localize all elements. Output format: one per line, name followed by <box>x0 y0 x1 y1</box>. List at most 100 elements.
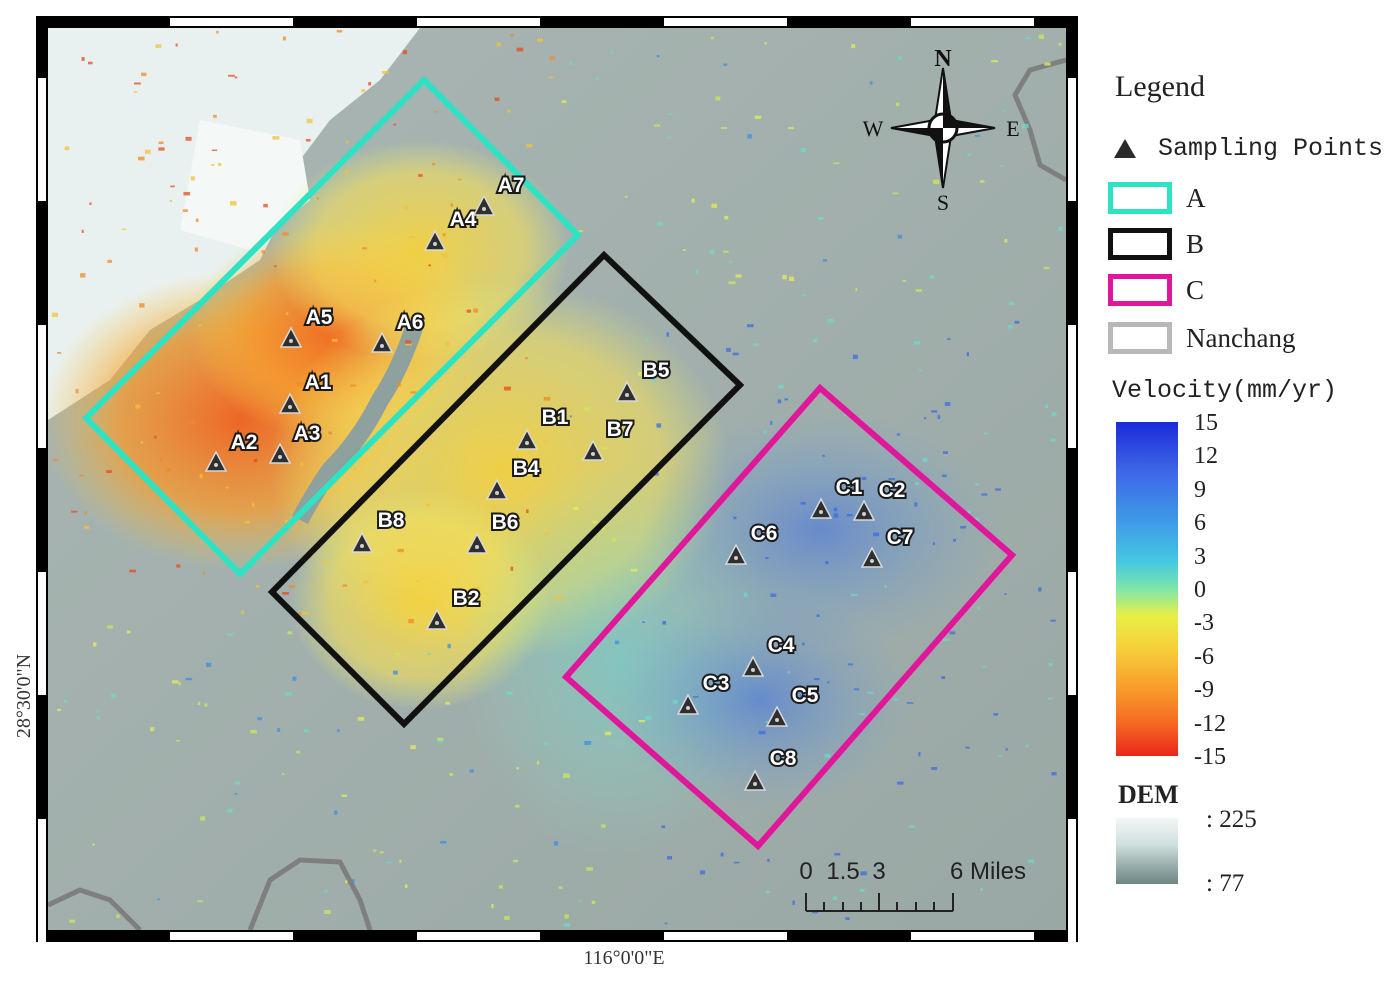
sampling-point-label: B8 <box>378 509 405 532</box>
sampling-point-label: B5 <box>643 359 670 382</box>
dem-colorbar <box>1116 818 1178 884</box>
sampling-point-dot <box>475 545 479 549</box>
compass-e: E <box>1006 116 1019 141</box>
sampling-point-dot <box>591 452 595 456</box>
legend-item-b: B <box>1108 222 1204 266</box>
sampling-point-dot <box>435 621 439 625</box>
compass-rose: N S W E <box>863 46 1020 215</box>
sampling-point-dot <box>288 405 292 409</box>
swatch-a <box>1108 182 1172 214</box>
sampling-point-marker <box>724 543 748 565</box>
velocity-title: Velocity(mm/yr) <box>1112 376 1338 405</box>
velocity-tick-7: -6 <box>1194 643 1214 670</box>
sampling-point-dot <box>625 393 629 397</box>
sampling-point-label: C3 <box>703 672 730 695</box>
sampling-point-label: B2 <box>453 587 480 610</box>
sampling-point-label: C2 <box>879 479 906 502</box>
sampling-point-dot <box>775 718 779 722</box>
region-c-box <box>561 383 1017 851</box>
swatch-c <box>1108 274 1172 306</box>
sampling-point-marker <box>765 705 789 727</box>
river <box>291 322 424 525</box>
sampling-point-label: C1 <box>836 476 863 499</box>
sampling-point-marker <box>581 439 605 461</box>
sampling-point-label: A3 <box>294 422 321 445</box>
legend-item-sampling-points: Sampling Points <box>1108 126 1383 170</box>
compass-s: S <box>937 190 949 215</box>
compass-w: W <box>863 116 884 141</box>
sampling-point-dot <box>214 463 218 467</box>
scale-label-6: 6 Miles <box>950 858 1026 885</box>
legend-label-b: B <box>1186 228 1205 259</box>
scale-label-0: 0 <box>799 858 812 885</box>
sampling-point-marker <box>370 331 394 353</box>
velocity-tick-2: 9 <box>1194 476 1206 503</box>
sampling-point-marker <box>204 450 228 472</box>
compass-n: N <box>934 46 952 72</box>
legend-item-c: C <box>1108 268 1204 312</box>
velocity-tick-8: -9 <box>1194 677 1214 704</box>
sampling-point-dot <box>278 455 282 459</box>
sampling-point-label: B7 <box>607 418 634 441</box>
sampling-point-dot <box>289 339 293 343</box>
sampling-point-label: A5 <box>306 306 333 329</box>
sampling-point-dot <box>686 706 690 710</box>
sampling-point-label: A2 <box>231 431 258 454</box>
region-a-box <box>81 75 583 579</box>
sampling-point-label: C8 <box>770 747 797 770</box>
sampling-point-marker <box>515 428 539 450</box>
sampling-point-label: B1 <box>542 406 569 429</box>
sampling-point-dot <box>360 544 364 548</box>
sampling-point-dot <box>751 668 755 672</box>
legend-label-nanchang: Nanchang <box>1186 322 1296 353</box>
nanchang-boundary <box>48 887 142 930</box>
sampling-point-label: A7 <box>498 174 525 197</box>
velocity-tick-9: -12 <box>1194 710 1226 737</box>
sampling-point-marker <box>465 532 489 554</box>
velocity-tick-6: -3 <box>1194 610 1214 637</box>
velocity-colorbar <box>1116 422 1178 756</box>
sampling-point-label: C7 <box>887 526 914 549</box>
sampling-point-dot <box>495 491 499 495</box>
sampling-point-marker <box>425 608 449 630</box>
legend-item-a: A <box>1108 176 1206 220</box>
velocity-tick-1: 12 <box>1194 443 1218 470</box>
swatch-nanchang <box>1108 322 1172 354</box>
velocity-tick-4: 3 <box>1194 543 1206 570</box>
sampling-point-label: A1 <box>305 371 332 394</box>
scale-label-3: 3 <box>872 858 885 885</box>
triangle-icon <box>1114 138 1136 158</box>
sampling-point-marker <box>485 478 509 500</box>
legend-label-c: C <box>1186 274 1205 305</box>
sampling-point-marker <box>615 380 639 402</box>
sampling-point-label: B4 <box>513 457 540 480</box>
sampling-point-label: C4 <box>768 634 795 657</box>
sampling-point-marker <box>860 546 884 568</box>
sampling-point-dot <box>870 559 874 563</box>
sampling-point-dot <box>819 510 823 514</box>
sampling-point-marker <box>852 499 876 521</box>
map-frame-ticks <box>38 18 1076 942</box>
dem-title: DEM <box>1118 780 1179 809</box>
velocity-tick-3: 6 <box>1194 510 1206 537</box>
sampling-point-dot <box>380 344 384 348</box>
legend-label-sampling: Sampling Points <box>1158 133 1384 163</box>
region-b-box <box>267 250 745 729</box>
sampling-point-marker <box>278 392 302 414</box>
sampling-point-dot <box>753 782 757 786</box>
map-area <box>48 28 1066 930</box>
sampling-point-marker <box>279 326 303 348</box>
legend-item-nanchang: Nanchang <box>1108 316 1295 360</box>
scale-label-1-5: 1.5 <box>826 858 859 885</box>
sampling-point-marker <box>676 693 700 715</box>
legend-title: Legend <box>1115 70 1205 103</box>
swatch-b <box>1108 228 1172 260</box>
sampling-point-label: A4 <box>450 208 477 231</box>
sampling-point-marker <box>268 442 292 464</box>
sampling-point-dot <box>862 512 866 516</box>
sampling-point-dot <box>482 207 486 211</box>
sampling-point-label: B6 <box>492 511 519 534</box>
sampling-point-label: A6 <box>397 311 424 334</box>
velocity-tick-5: 0 <box>1194 577 1206 603</box>
